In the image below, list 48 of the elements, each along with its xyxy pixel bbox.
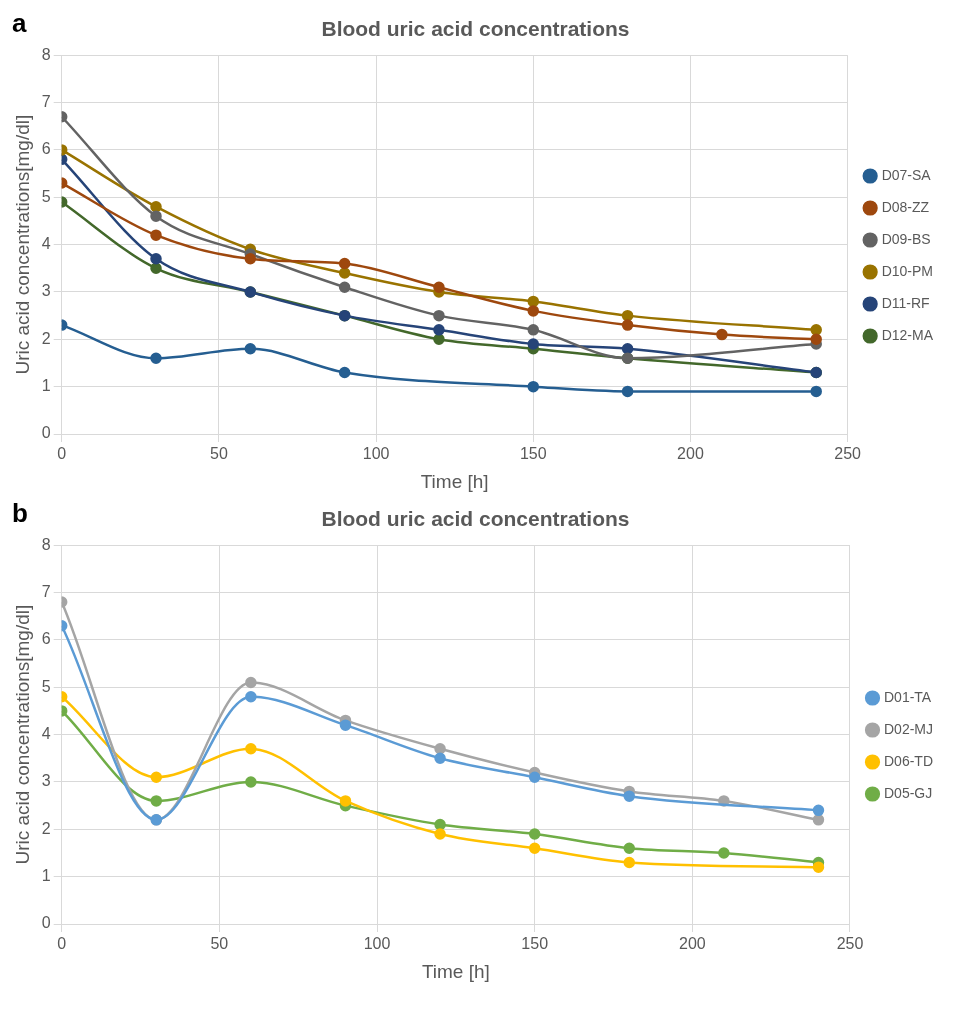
y-tick-label: 4 (41, 235, 51, 253)
x-tick-label: 50 (209, 445, 228, 463)
y-tick-label: 2 (41, 329, 51, 347)
chart-title: Blood uric acid concentrations (321, 17, 630, 41)
x-tick-label: 100 (362, 445, 390, 463)
y-tick-label: 3 (41, 772, 51, 790)
x-tick-label: 150 (519, 445, 547, 463)
x-tick-label: 0 (57, 445, 67, 463)
y-tick-label: 7 (41, 92, 51, 110)
legend-label: D01-TA (883, 688, 932, 705)
y-tick-label: 1 (41, 377, 51, 395)
y-tick-label: 6 (41, 140, 51, 158)
legend-label: D12-MA (881, 326, 934, 343)
legend-label: D10-PM (881, 262, 934, 279)
chart-title: Blood uric acid concentrations (321, 507, 630, 531)
y-tick-label: 5 (41, 677, 51, 695)
x-axis-title: Time [h] (421, 960, 490, 982)
y-tick-label: 5 (41, 187, 51, 205)
y-tick-label: 4 (41, 725, 51, 743)
legend-label: D06-TD (883, 752, 934, 769)
legend-label: D11-RF (881, 294, 930, 311)
y-tick-label: 7 (41, 582, 51, 600)
y-tick-label: 8 (41, 45, 51, 63)
legend-label: D08-ZZ (881, 198, 930, 215)
x-tick-label: 200 (678, 935, 706, 953)
y-axis-title: Uric acid concentrations[mg/dl] (11, 604, 33, 865)
x-tick-label: 50 (210, 935, 229, 953)
x-tick-label: 0 (57, 935, 67, 953)
y-tick-label: 8 (41, 535, 51, 553)
x-axis-title: Time [h] (420, 470, 489, 492)
y-tick-label: 6 (41, 630, 51, 648)
legend-label: D05-GJ (883, 784, 933, 801)
legend-label: D07-SA (881, 166, 932, 183)
x-tick-label: 250 (836, 935, 864, 953)
x-tick-label: 150 (521, 935, 549, 953)
y-tick-label: 0 (41, 914, 51, 932)
x-tick-label: 250 (834, 445, 862, 463)
x-tick-label: 100 (363, 935, 391, 953)
legend-label: D09-BS (881, 230, 931, 247)
y-tick-label: 2 (41, 819, 51, 837)
y-tick-label: 3 (41, 282, 51, 300)
y-tick-label: 1 (41, 867, 51, 885)
y-axis-title: Uric acid concentrations[mg/dl] (11, 114, 33, 375)
text: b (12, 498, 28, 529)
legend-label: D02-MJ (883, 720, 934, 737)
text: a (12, 8, 27, 39)
x-tick-label: 200 (677, 445, 704, 463)
y-tick-label: 0 (41, 424, 51, 442)
